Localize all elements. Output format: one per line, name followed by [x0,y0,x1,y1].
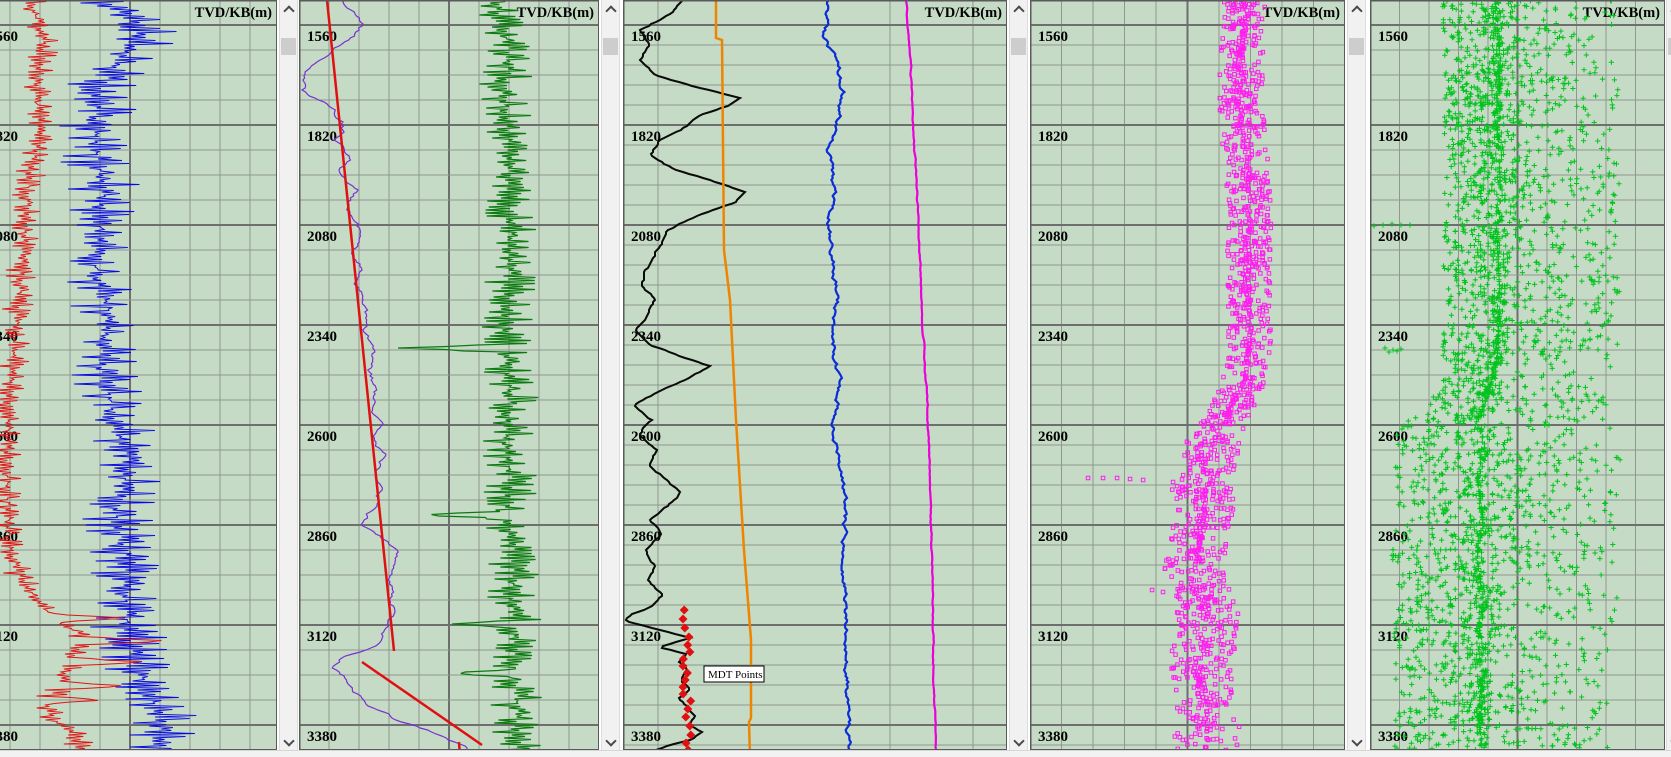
svg-text:2340: 2340 [631,329,661,345]
scrollbar-thumb[interactable] [281,38,296,55]
svg-text:2600: 2600 [1378,429,1408,445]
svg-text:3380: 3380 [0,729,18,745]
dark-green-curve[interactable] [397,0,542,757]
svg-text:2340: 2340 [1378,329,1408,345]
log-plot-area[interactable]: 15601820208023402600286031203380TVD/KB(m… [1370,0,1665,757]
vertical-scrollbar[interactable] [1666,0,1671,750]
scroll-down-button[interactable] [1348,734,1365,750]
chevron-down-icon [1350,735,1363,747]
svg-text:1560: 1560 [0,29,18,45]
track-header: TVD/KB(m) [925,5,1003,21]
log-plot-area[interactable]: 15601820208023402600286031203380TVD/KB(m… [0,0,277,757]
svg-text:2600: 2600 [307,429,337,445]
mdt-points-markers[interactable] [678,605,696,755]
svg-text:2080: 2080 [307,229,337,245]
track-header: TVD/KB(m) [517,5,595,21]
scroll-up-button[interactable] [602,0,619,17]
svg-text:2860: 2860 [1378,529,1408,545]
svg-text:2080: 2080 [631,229,661,245]
log-track-5: 1560 1820 2080 2340 2600 2860 3120 3380 TVD/KB(m… [1370,0,1671,757]
svg-text:2340: 2340 [307,329,337,345]
green-cross-points[interactable] [1370,0,1623,753]
magenta-square-points[interactable] [1085,0,1274,753]
grid [299,0,599,750]
vertical-scrollbar[interactable] [601,0,620,750]
chevron-up-icon [604,5,617,17]
vertical-scrollbar[interactable] [279,0,298,750]
chevron-down-icon [282,735,295,747]
log-track-1: 15601820208023402600286031203380TVD/KB(m… [0,0,298,757]
scroll-up-button[interactable] [280,0,297,17]
svg-text:1820: 1820 [0,129,18,145]
svg-text:MDT Points: MDT Points [708,669,763,681]
log-plot-area[interactable]: 15601820208023402600286031203380TVD/KB(m… [299,0,599,757]
log-track-3: 1560 1820 2080 2340 2600 2860 3120 3380 TVD/KB(m… [623,0,1028,757]
svg-text:2860: 2860 [631,529,661,545]
log-track-2: 1560 1820 2080 2340 2600 2860 3120 3380 TVD/KB(m… [299,0,620,757]
svg-text:2600: 2600 [1038,429,1068,445]
svg-text:2340: 2340 [0,329,18,345]
svg-text:3380: 3380 [1378,729,1408,745]
svg-text:3120: 3120 [631,629,661,645]
track-header: TVD/KB(m) [195,5,273,21]
violet-curve[interactable] [300,0,475,757]
scroll-down-button[interactable] [602,734,619,750]
blue-curve[interactable] [821,0,853,757]
svg-text:1560: 1560 [1038,29,1068,45]
grid [623,0,1007,750]
track-header: TVD/KB(m) [1263,5,1341,21]
gamma-blue-curve[interactable] [59,0,197,757]
svg-text:3120: 3120 [1038,629,1068,645]
orange-curve[interactable] [714,0,753,757]
svg-text:2340: 2340 [1038,329,1068,345]
svg-text:3380: 3380 [1038,729,1068,745]
svg-text:3120: 3120 [307,629,337,645]
track-header: TVD/KB(m) [1583,5,1661,21]
chevron-up-icon [1012,5,1025,17]
log-plot-area[interactable]: 1560 1820 2080 2340 2600 2860 3120 3380 TVD/KB(m… [1030,0,1345,757]
svg-text:2080: 2080 [0,229,18,245]
svg-text:2080: 2080 [1038,229,1068,245]
scrollbar-thumb[interactable] [1668,38,1671,55]
scroll-up-button[interactable] [1010,0,1027,17]
scrollbar-thumb[interactable] [1349,38,1364,55]
grid [1030,0,1345,750]
chevron-up-icon [1350,5,1363,17]
vertical-scrollbar[interactable] [1009,0,1028,750]
svg-text:1560: 1560 [1378,29,1408,45]
svg-text:3120: 3120 [0,629,18,645]
scroll-up-button[interactable] [1667,0,1671,17]
log-plot-area[interactable]: 15601820208023402600286031203380TVD/KB(m… [623,0,1007,757]
log-track-4: 1560 1820 2080 2340 2600 2860 3120 3380 TVD/KB(m… [1030,0,1366,757]
scrollbar-thumb[interactable] [1011,38,1026,55]
scrollbar-thumb[interactable] [603,38,618,55]
svg-text:1820: 1820 [1378,129,1408,145]
svg-text:3380: 3380 [307,729,337,745]
svg-text:2600: 2600 [631,429,661,445]
scroll-down-button[interactable] [1667,734,1671,750]
mdt-points-annotation[interactable]: MDT Points [703,665,765,683]
vertical-scrollbar[interactable] [1347,0,1366,750]
scroll-down-button[interactable] [1010,734,1027,750]
scroll-up-button[interactable] [1348,0,1365,17]
svg-text:1820: 1820 [1038,129,1068,145]
scroll-down-button[interactable] [280,734,297,750]
red-curve[interactable] [0,0,162,757]
chevron-up-icon [282,5,295,17]
chevron-down-icon [604,735,617,747]
magenta-curve[interactable] [905,0,938,757]
depth-labels: 1560 1820 2080 2340 2600 2860 3120 3380 [1038,29,1068,745]
svg-text:1820: 1820 [307,129,337,145]
chevron-down-icon [1012,735,1025,747]
horizontal-scrollbar-strip[interactable] [0,750,1671,757]
svg-text:2080: 2080 [1378,229,1408,245]
svg-text:2860: 2860 [307,529,337,545]
black-curve[interactable] [624,0,747,757]
svg-text:3380: 3380 [631,729,661,745]
svg-text:1820: 1820 [631,129,661,145]
svg-text:2860: 2860 [1038,529,1068,545]
